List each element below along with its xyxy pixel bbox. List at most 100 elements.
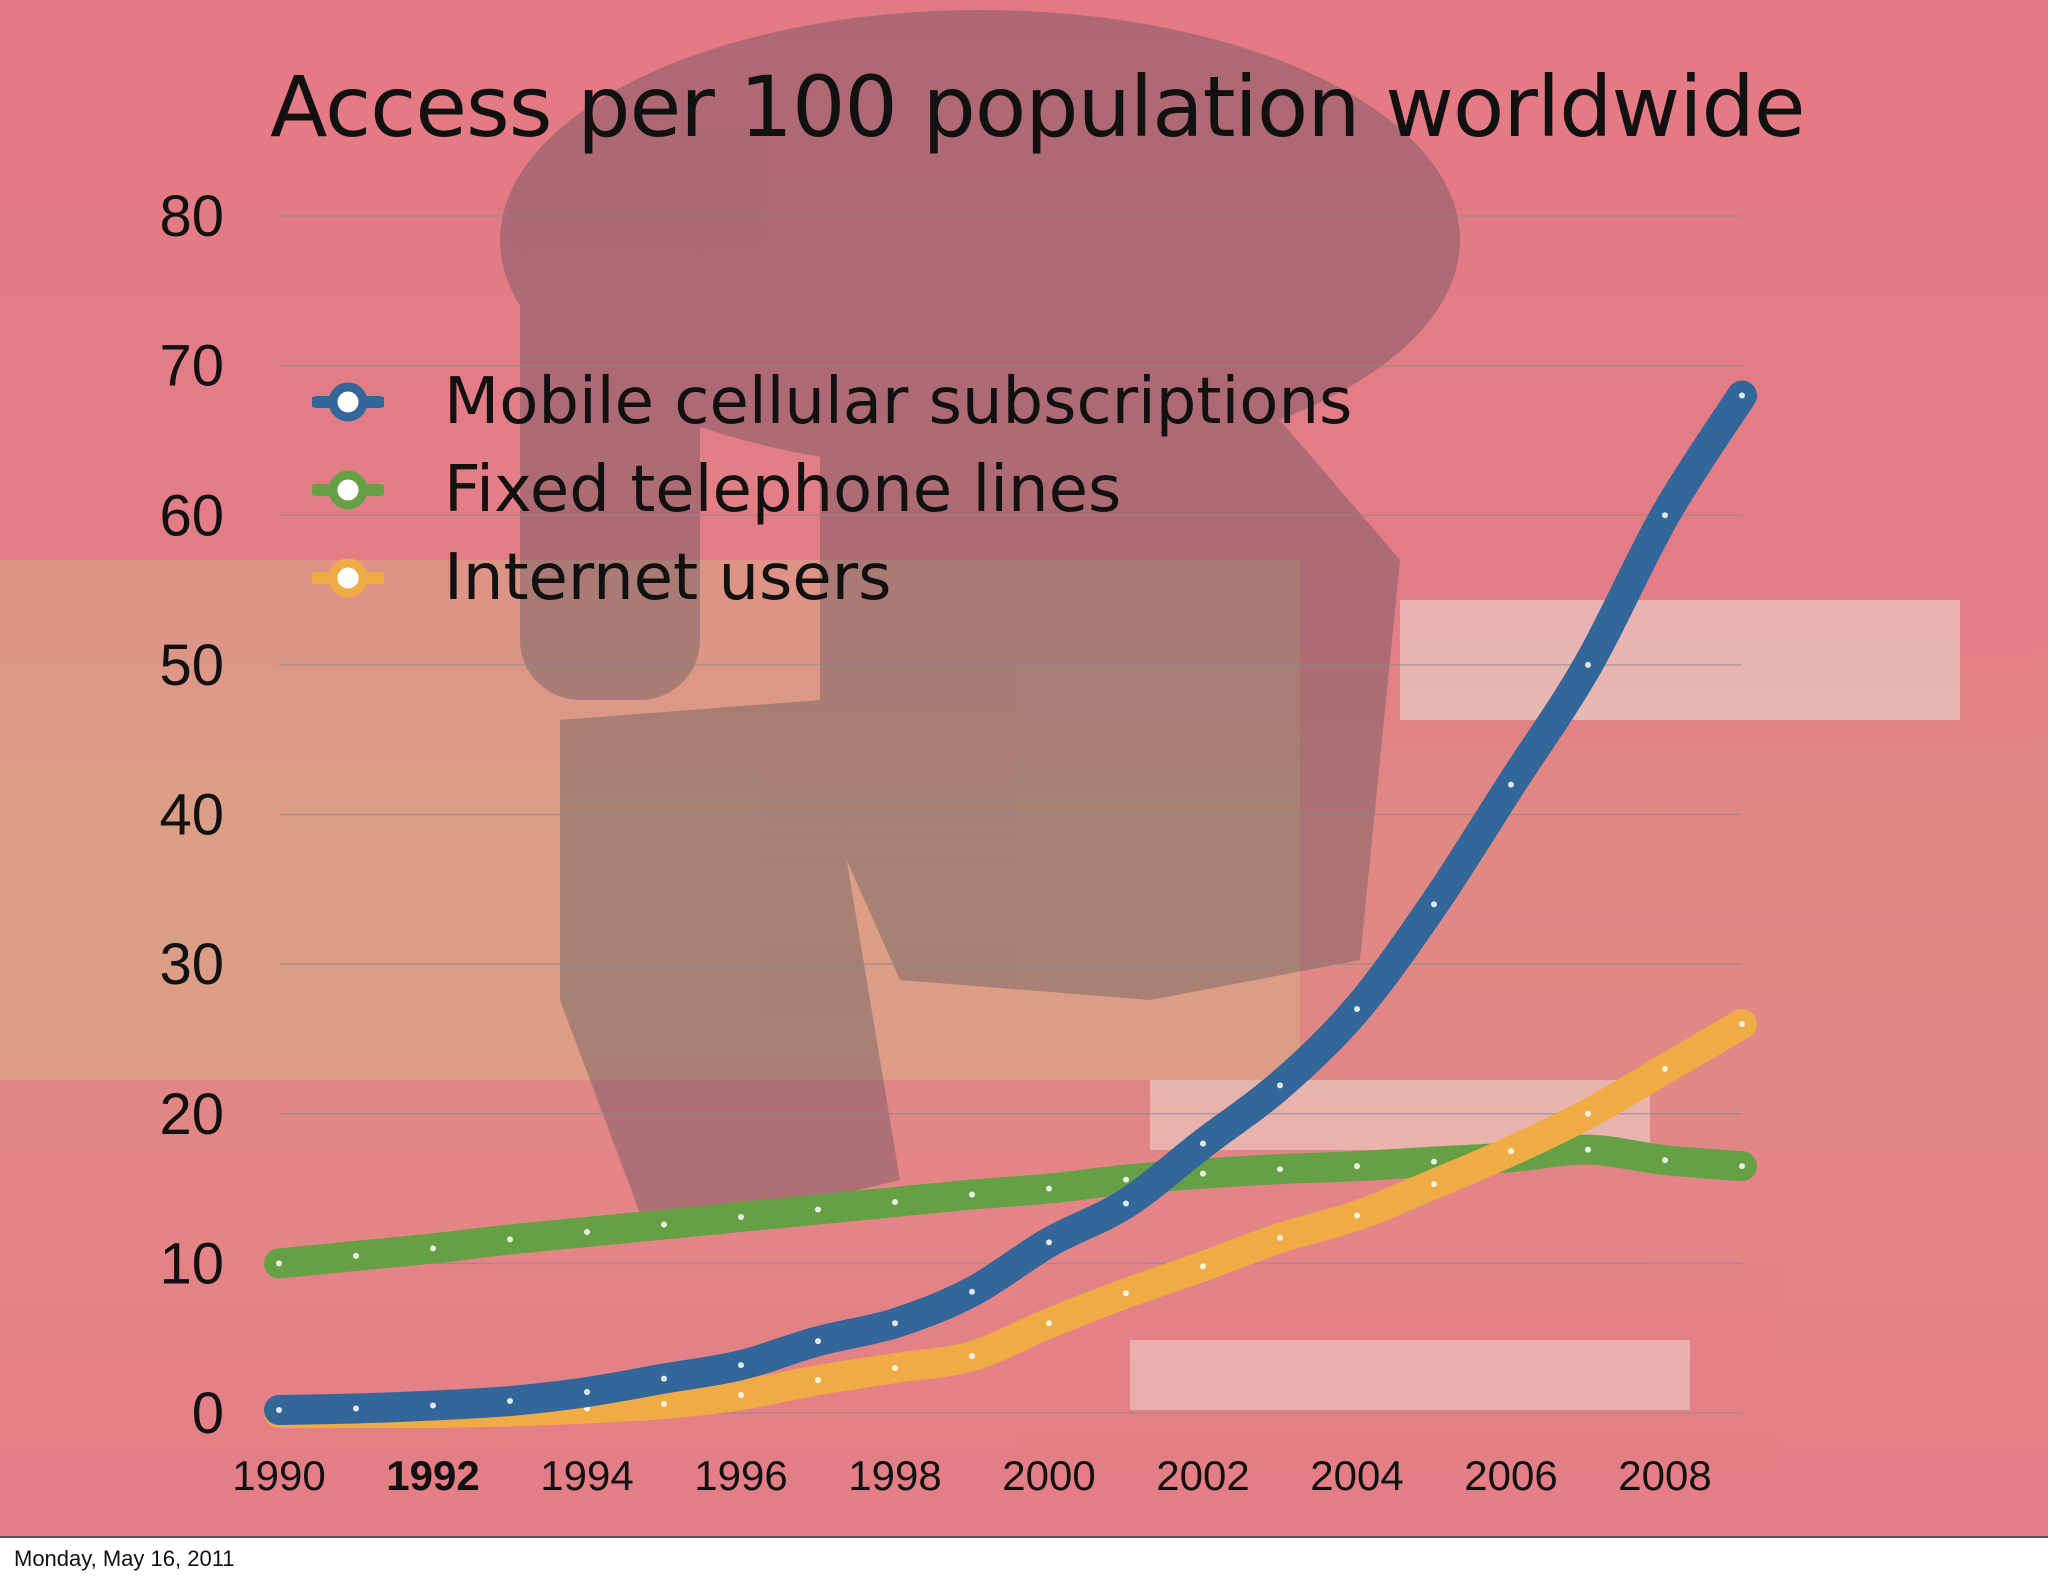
- series-line-internet: [264, 1008, 1757, 1429]
- data-point-mobile: [1662, 512, 1668, 519]
- data-point-mobile: [969, 1288, 975, 1295]
- chart-title: Access per 100 population worldwide: [270, 58, 1806, 156]
- y-tick-label: 10: [159, 1231, 224, 1296]
- data-point-internet: [1046, 1320, 1052, 1327]
- data-point-internet: [969, 1353, 975, 1360]
- data-point-internet: [1431, 1181, 1437, 1188]
- data-point-mobile: [353, 1405, 359, 1412]
- data-point-mobile: [1354, 1006, 1360, 1013]
- data-point-mobile: [1123, 1200, 1129, 1207]
- legend-item-fixed: Fixed telephone lines: [312, 446, 1352, 534]
- data-point-internet: [1739, 1020, 1745, 1027]
- data-point-internet: [1123, 1290, 1129, 1297]
- data-point-fixed: [661, 1221, 667, 1228]
- data-point-fixed: [507, 1236, 513, 1243]
- data-point-internet: [815, 1377, 821, 1384]
- data-point-fixed: [815, 1206, 821, 1213]
- x-tick-label: 1994: [540, 1452, 633, 1499]
- series-internet: [264, 1008, 1757, 1429]
- stencil-figure: [500, 10, 1460, 1240]
- series-mobile: [264, 380, 1757, 1426]
- slide: 0 10 20 30 40 50 60 70 80 1990 1992 1994 1996 1998 20…: [0, 0, 2048, 1536]
- data-point-mobile: [815, 1338, 821, 1345]
- legend-swatch-internet: [312, 558, 384, 598]
- series-line-fixed: [264, 1134, 1757, 1279]
- data-point-internet: [661, 1401, 667, 1408]
- data-point-fixed: [892, 1199, 898, 1206]
- line-chart: 0 10 20 30 40 50 60 70 80 1990 1992 1994 1996 1998 20…: [159, 184, 1757, 1499]
- x-tick-label: 1998: [848, 1452, 941, 1499]
- legend-label: Fixed telephone lines: [444, 453, 1122, 527]
- data-point-mobile: [1508, 781, 1514, 788]
- legend: Mobile cellular subscriptions Fixed tele…: [312, 358, 1352, 622]
- legend-label: Mobile cellular subscriptions: [444, 365, 1353, 439]
- data-point-mobile: [430, 1402, 436, 1409]
- footer-bar: Monday, May 16, 2011: [0, 1536, 2048, 1578]
- series-line-mobile: [264, 380, 1757, 1426]
- y-tick-label: 20: [159, 1082, 224, 1147]
- x-tick-label: 2004: [1310, 1452, 1403, 1499]
- x-tick-label: 2002: [1156, 1452, 1249, 1499]
- data-point-internet: [892, 1365, 898, 1372]
- data-point-fixed: [1585, 1146, 1591, 1153]
- data-point-fixed: [1046, 1185, 1052, 1192]
- data-point-mobile: [1200, 1140, 1206, 1147]
- legend-marker: [328, 558, 368, 598]
- data-point-mobile: [892, 1320, 898, 1327]
- legend-marker: [328, 470, 368, 510]
- data-point-internet: [738, 1392, 744, 1399]
- data-point-mobile: [507, 1398, 513, 1405]
- data-point-mobile: [1431, 901, 1437, 908]
- data-point-mobile: [1277, 1082, 1283, 1089]
- data-point-fixed: [430, 1245, 436, 1252]
- x-tick-label: 2008: [1618, 1452, 1711, 1499]
- data-point-fixed: [1662, 1157, 1668, 1164]
- data-point-fixed: [353, 1252, 359, 1259]
- y-axis-ticks: 0 10 20 30 40 50 60 70 80: [159, 184, 224, 1446]
- x-axis-ticks: 1990 1992 1994 1996 1998 2000 2002 2004 2006 2008: [232, 1452, 1711, 1499]
- y-tick-label: 70: [159, 334, 224, 399]
- y-tick-label: 50: [159, 633, 224, 698]
- legend-label: Internet users: [444, 541, 892, 615]
- data-point-fixed: [738, 1213, 744, 1220]
- y-tick-label: 30: [159, 932, 224, 997]
- data-point-fixed: [1200, 1170, 1206, 1177]
- legend-marker: [328, 382, 368, 422]
- data-point-internet: [1277, 1234, 1283, 1241]
- data-point-mobile: [276, 1407, 282, 1414]
- data-point-fixed: [276, 1260, 282, 1267]
- legend-swatch-mobile: [312, 382, 384, 422]
- data-point-mobile: [738, 1362, 744, 1369]
- data-point-mobile: [1046, 1239, 1052, 1246]
- legend-item-mobile: Mobile cellular subscriptions: [312, 358, 1352, 446]
- data-point-fixed: [1277, 1166, 1283, 1173]
- legend-swatch-fixed: [312, 470, 384, 510]
- x-tick-label: 1996: [694, 1452, 787, 1499]
- x-tick-label: 1992: [386, 1452, 479, 1499]
- legend-item-internet: Internet users: [312, 534, 1352, 622]
- y-tick-label: 60: [159, 483, 224, 548]
- data-point-mobile: [584, 1389, 590, 1396]
- data-point-internet: [1200, 1263, 1206, 1270]
- data-point-fixed: [969, 1191, 975, 1198]
- brick-wall-background: [0, 0, 2048, 1536]
- series-fixed: [264, 1134, 1757, 1279]
- data-point-mobile: [1585, 661, 1591, 668]
- data-point-internet: [1354, 1212, 1360, 1219]
- x-tick-label: 2006: [1464, 1452, 1557, 1499]
- data-point-fixed: [1354, 1163, 1360, 1170]
- data-point-fixed: [584, 1228, 590, 1235]
- data-point-fixed: [1123, 1176, 1129, 1183]
- data-point-mobile: [661, 1375, 667, 1382]
- data-point-fixed: [1739, 1163, 1745, 1170]
- data-point-internet: [1508, 1148, 1514, 1155]
- x-tick-label: 2000: [1002, 1452, 1095, 1499]
- footer-date: Monday, May 16, 2011: [14, 1546, 235, 1571]
- data-point-internet: [1662, 1065, 1668, 1072]
- x-tick-label: 1990: [232, 1452, 325, 1499]
- y-tick-label: 0: [192, 1381, 224, 1446]
- data-point-fixed: [1431, 1158, 1437, 1165]
- y-tick-label: 80: [159, 184, 224, 249]
- data-point-internet: [1585, 1110, 1591, 1117]
- series-lines: [264, 380, 1757, 1429]
